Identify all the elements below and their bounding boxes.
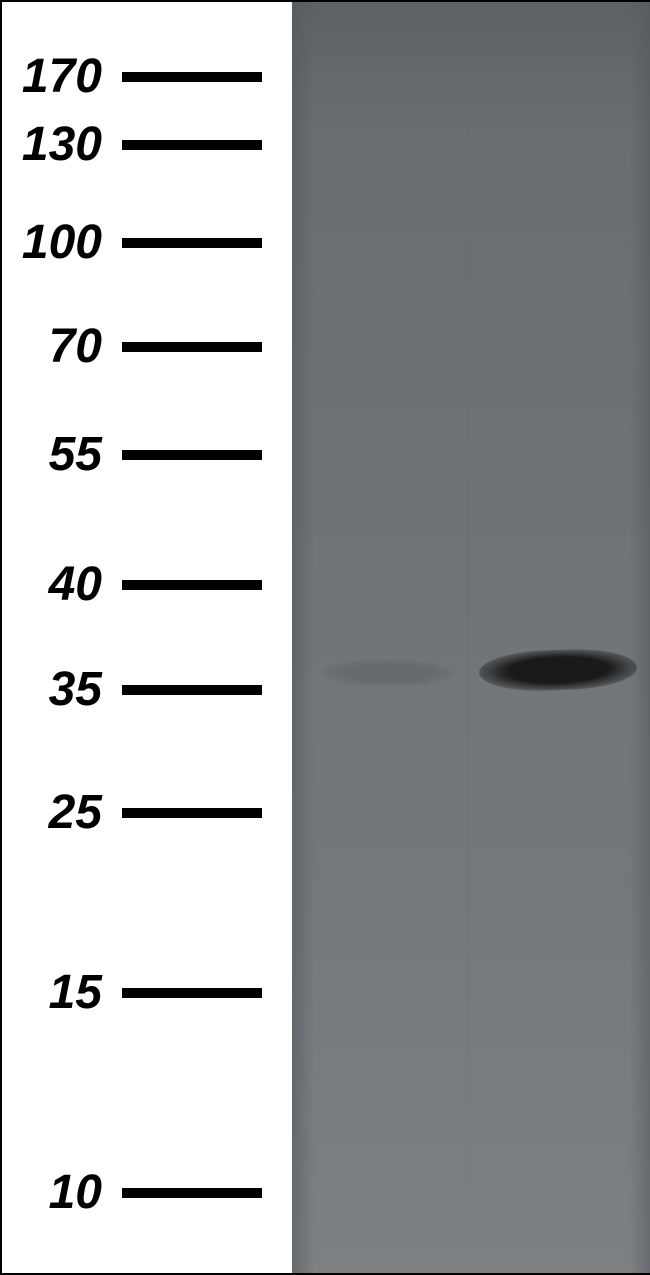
mw-marker-label: 25 xyxy=(2,785,122,840)
mw-marker-label: 100 xyxy=(2,215,122,270)
mw-marker-row: 100 xyxy=(2,215,292,270)
mw-marker-line xyxy=(122,238,262,248)
mw-marker-label: 55 xyxy=(2,427,122,482)
mw-marker-row: 70 xyxy=(2,319,292,374)
mw-marker-line xyxy=(122,685,262,695)
mw-marker-row: 35 xyxy=(2,662,292,717)
mw-marker-label: 170 xyxy=(2,49,122,104)
mw-marker-row: 130 xyxy=(2,117,292,172)
lane-1-control xyxy=(292,2,467,1273)
western-blot-figure: 170 130 100 70 55 40 35 25 15 10 xyxy=(0,0,650,1275)
mw-marker-row: 10 xyxy=(2,1165,292,1220)
mw-marker-row: 15 xyxy=(2,965,292,1020)
mw-marker-row: 55 xyxy=(2,427,292,482)
molecular-weight-ladder: 170 130 100 70 55 40 35 25 15 10 xyxy=(2,2,292,1273)
lane-2-sample xyxy=(467,2,650,1273)
mw-marker-line xyxy=(122,988,262,998)
mw-marker-row: 25 xyxy=(2,785,292,840)
mw-marker-line xyxy=(122,580,262,590)
blot-membrane xyxy=(292,2,650,1273)
mw-marker-row: 40 xyxy=(2,557,292,612)
protein-band xyxy=(478,647,637,692)
mw-marker-row: 170 xyxy=(2,49,292,104)
mw-marker-label: 70 xyxy=(2,319,122,374)
mw-marker-label: 15 xyxy=(2,965,122,1020)
mw-marker-line xyxy=(122,72,262,82)
mw-marker-line xyxy=(122,808,262,818)
mw-marker-label: 10 xyxy=(2,1165,122,1220)
mw-marker-label: 35 xyxy=(2,662,122,717)
mw-marker-line xyxy=(122,342,262,352)
mw-marker-line xyxy=(122,1188,262,1198)
mw-marker-line xyxy=(122,450,262,460)
mw-marker-label: 130 xyxy=(2,117,122,172)
mw-marker-label: 40 xyxy=(2,557,122,612)
protein-band xyxy=(322,660,452,686)
mw-marker-line xyxy=(122,140,262,150)
